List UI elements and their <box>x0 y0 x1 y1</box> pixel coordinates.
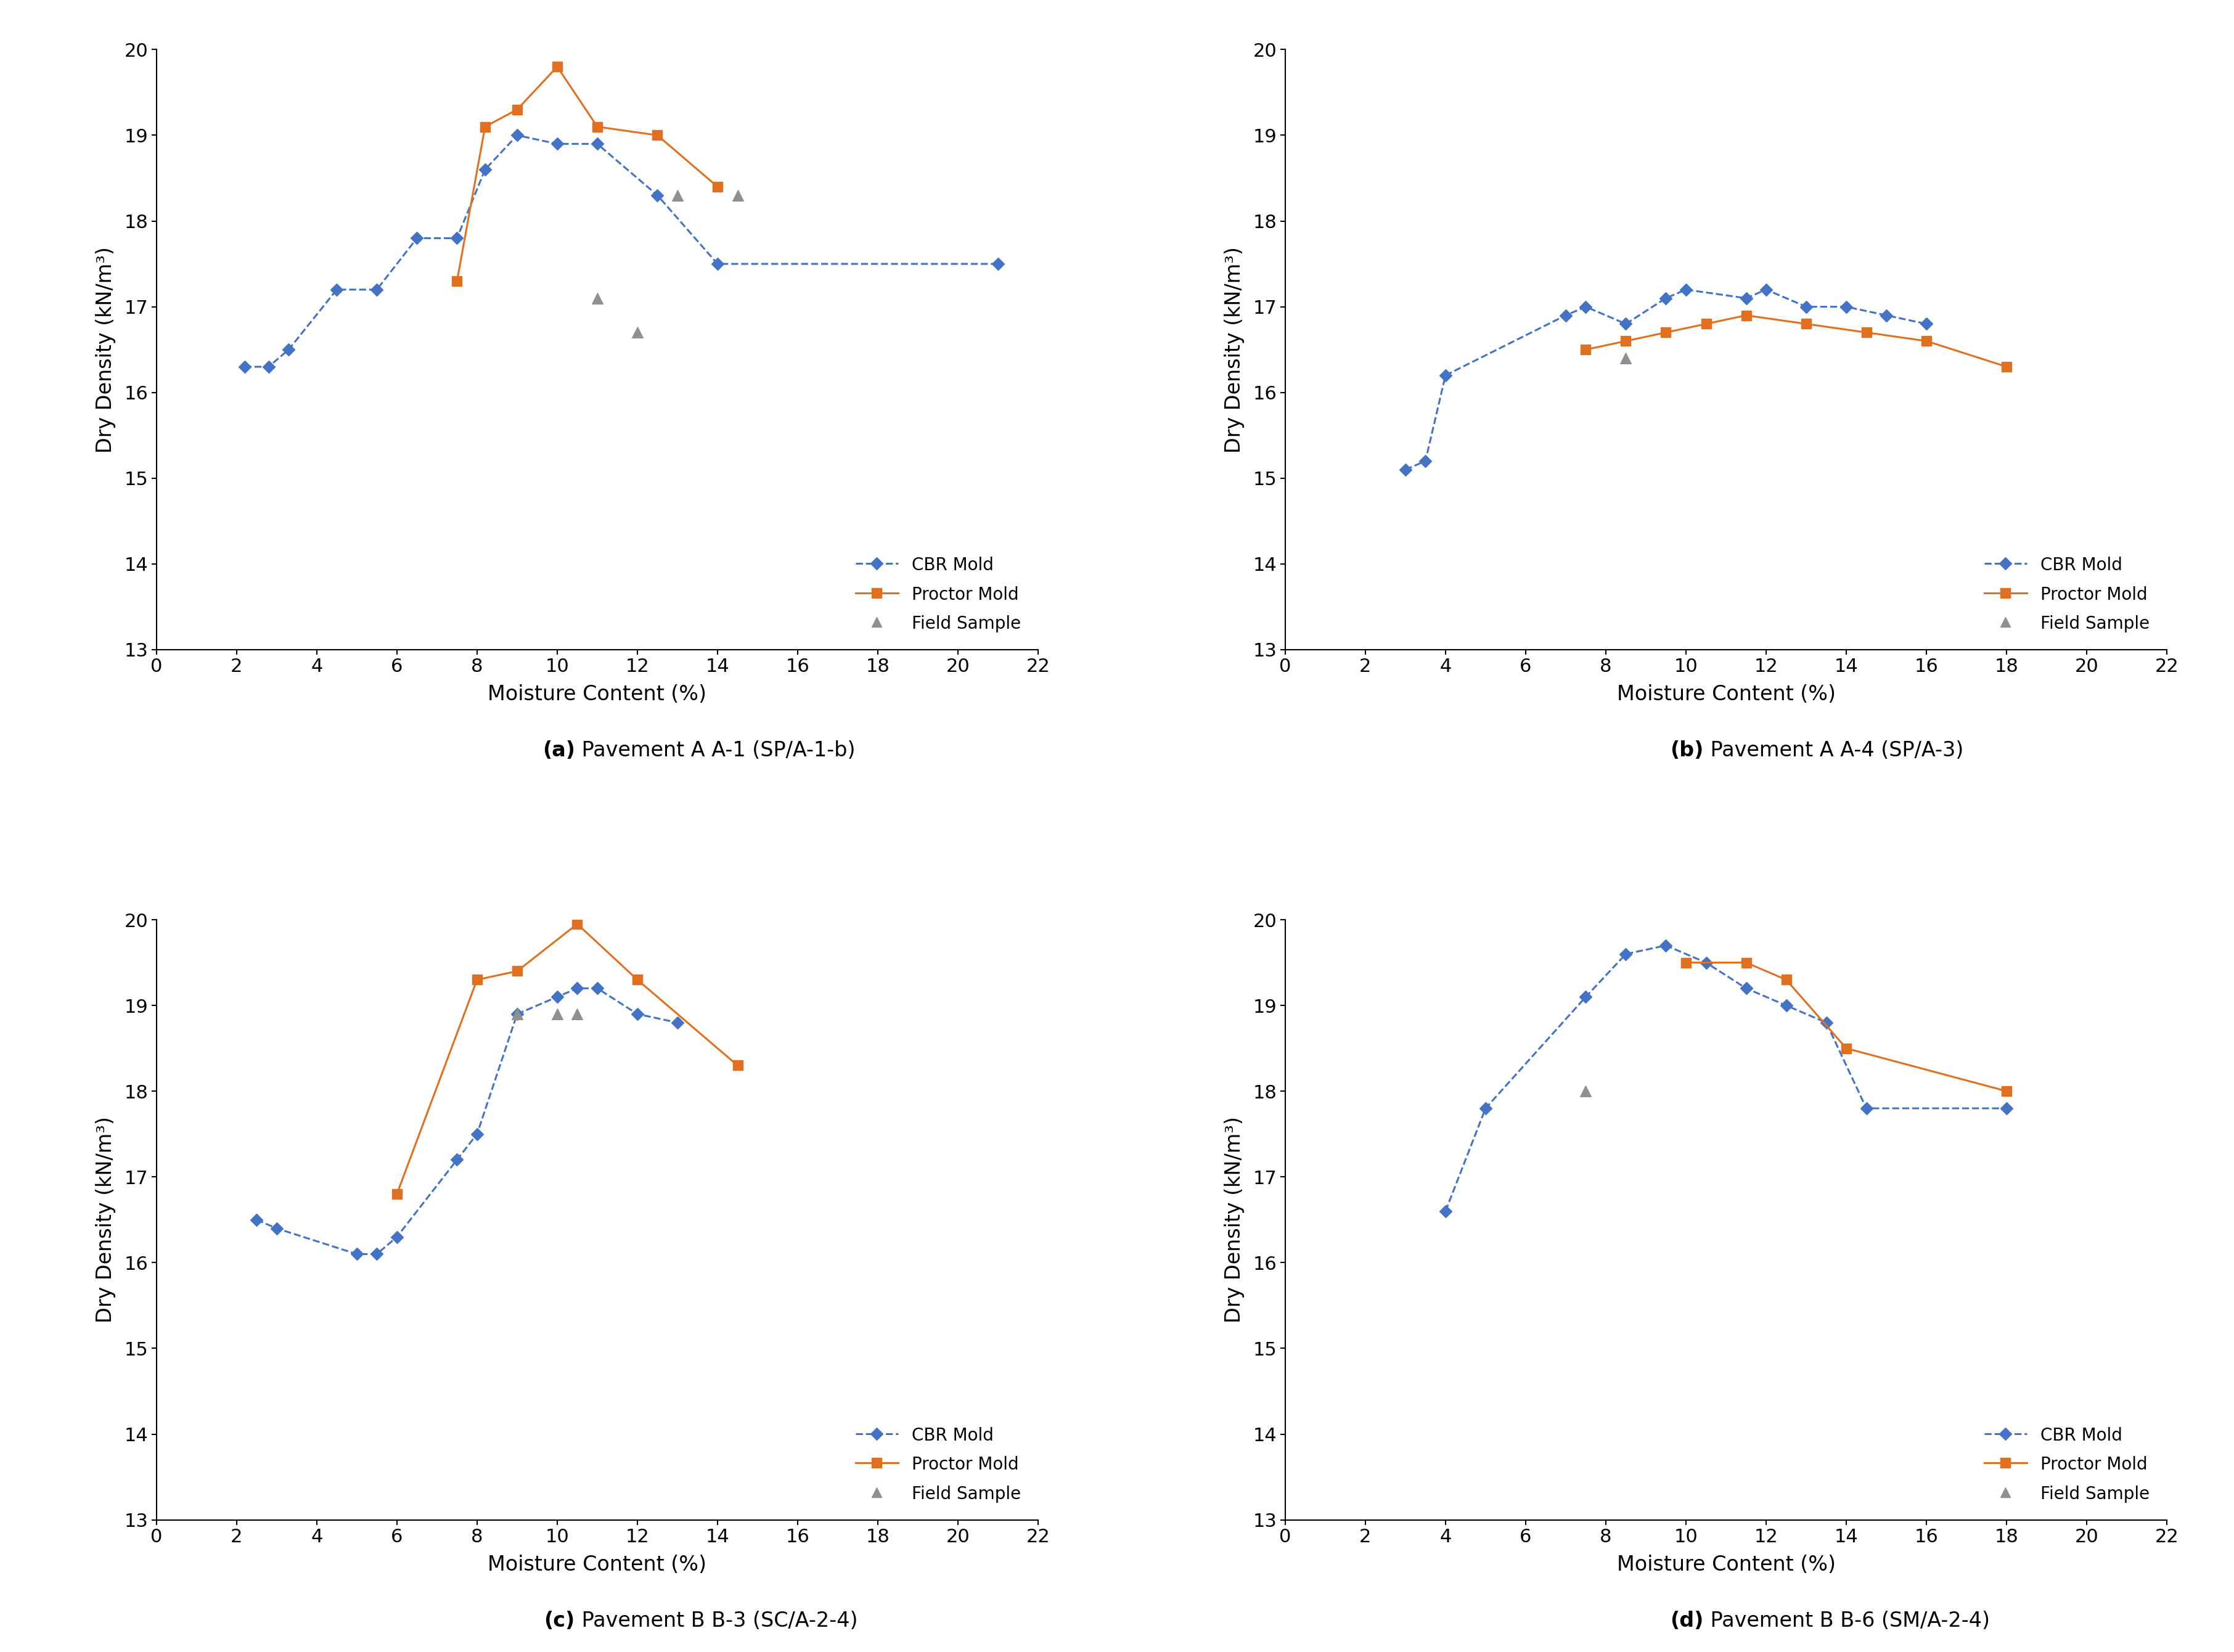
Point <box>558 1001 594 1028</box>
Legend: CBR Mold, Proctor Mold, Field Sample: CBR Mold, Proctor Mold, Field Sample <box>1975 548 2158 641</box>
Point <box>659 182 695 208</box>
Point <box>719 182 755 208</box>
Text: Pavement B B-3 (SC/A-2-4): Pavement B B-3 (SC/A-2-4) <box>574 1611 858 1631</box>
Y-axis label: Dry Density (kN/m³): Dry Density (kN/m³) <box>1224 246 1244 453</box>
Legend: CBR Mold, Proctor Mold, Field Sample: CBR Mold, Proctor Mold, Field Sample <box>847 1419 1030 1512</box>
X-axis label: Moisture Content (%): Moisture Content (%) <box>1617 1555 1836 1574</box>
Y-axis label: Dry Density (kN/m³): Dry Density (kN/m³) <box>96 1117 116 1323</box>
Point <box>1568 1079 1604 1105</box>
Text: (c): (c) <box>545 1611 574 1631</box>
Text: Pavement B B-6 (SM/A-2-4): Pavement B B-6 (SM/A-2-4) <box>1705 1611 1990 1631</box>
Point <box>538 1001 574 1028</box>
Text: (a): (a) <box>543 740 574 762</box>
Text: (d): (d) <box>1671 1611 1705 1631</box>
X-axis label: Moisture Content (%): Moisture Content (%) <box>1617 684 1836 705</box>
X-axis label: Moisture Content (%): Moisture Content (%) <box>487 1555 706 1574</box>
Point <box>498 1001 534 1028</box>
X-axis label: Moisture Content (%): Moisture Content (%) <box>487 684 706 705</box>
Legend: CBR Mold, Proctor Mold, Field Sample: CBR Mold, Proctor Mold, Field Sample <box>847 548 1030 641</box>
Text: (b): (b) <box>1671 740 1705 762</box>
Y-axis label: Dry Density (kN/m³): Dry Density (kN/m³) <box>96 246 116 453</box>
Text: Pavement A A-4 (SP/A-3): Pavement A A-4 (SP/A-3) <box>1705 740 1964 762</box>
Point <box>579 284 614 311</box>
Legend: CBR Mold, Proctor Mold, Field Sample: CBR Mold, Proctor Mold, Field Sample <box>1975 1419 2158 1512</box>
Point <box>619 319 655 345</box>
Point <box>1608 345 1644 372</box>
Text: Pavement A A-1 (SP/A-1-b): Pavement A A-1 (SP/A-1-b) <box>574 740 856 762</box>
Y-axis label: Dry Density (kN/m³): Dry Density (kN/m³) <box>1224 1117 1244 1323</box>
